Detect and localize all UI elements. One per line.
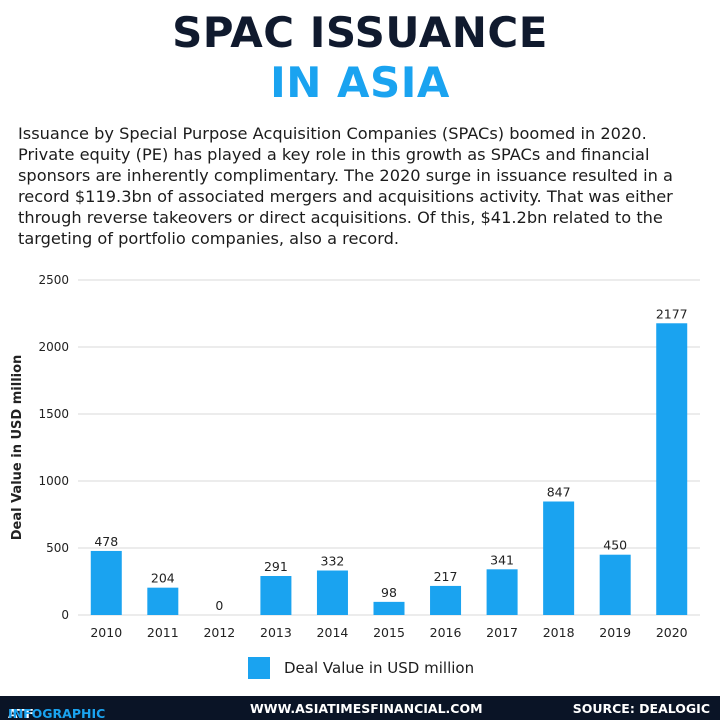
data-label: 98 xyxy=(381,585,397,600)
bar xyxy=(90,550,122,615)
bar xyxy=(599,554,631,615)
bar xyxy=(486,569,518,615)
bar xyxy=(373,601,405,615)
y-axis-title: Deal Value in USD million xyxy=(10,355,25,541)
x-tick-label: 2016 xyxy=(430,625,462,640)
data-label: 332 xyxy=(321,554,345,569)
bar xyxy=(543,501,575,615)
bar xyxy=(147,587,179,615)
footer-bar: ATF INFOGRAPHIC WWW.ASIATIMESFINANCIAL.C… xyxy=(0,696,720,721)
data-label: 341 xyxy=(490,552,514,567)
data-label: 204 xyxy=(151,571,175,586)
x-tick-label: 2015 xyxy=(373,625,405,640)
x-tick-label: 2011 xyxy=(147,625,179,640)
y-tick-label: 1500 xyxy=(38,407,69,421)
footer-brand-atf: ATF xyxy=(8,706,34,721)
legend-swatch xyxy=(248,657,270,679)
footer-brand-infographic: INFOGRAPHIC xyxy=(8,706,106,721)
data-label: 0 xyxy=(215,598,223,613)
x-tick-label: 2014 xyxy=(317,625,349,640)
data-label: 450 xyxy=(603,538,627,553)
x-tick-label: 2020 xyxy=(656,625,688,640)
x-tick-label: 2017 xyxy=(486,625,518,640)
y-tick-label: 0 xyxy=(61,608,69,622)
data-label: 291 xyxy=(264,559,288,574)
y-tick-label: 2500 xyxy=(38,273,69,287)
bar xyxy=(656,323,688,615)
y-tick-label: 1000 xyxy=(38,474,69,488)
bar xyxy=(430,585,462,615)
chart-legend: Deal Value in USD million xyxy=(248,656,474,680)
intro-paragraph: Issuance by Special Purpose Acquisition … xyxy=(18,124,673,248)
y-tick-label: 500 xyxy=(46,541,69,555)
title-line-2: IN ASIA xyxy=(270,58,450,107)
x-tick-label: 2013 xyxy=(260,625,292,640)
x-tick-label: 2012 xyxy=(203,625,235,640)
data-label: 847 xyxy=(547,485,571,500)
footer-website: WWW.ASIATIMESFINANCIAL.COM xyxy=(250,701,483,716)
x-tick-label: 2010 xyxy=(90,625,122,640)
bar xyxy=(316,570,348,615)
title-line-1: SPAC ISSUANCE xyxy=(172,8,548,57)
data-label: 217 xyxy=(434,569,458,584)
footer-source: SOURCE: DEALOGIC xyxy=(572,701,710,716)
y-tick-label: 2000 xyxy=(38,340,69,354)
bar xyxy=(260,576,292,615)
legend-label: Deal Value in USD million xyxy=(284,659,475,677)
data-label: 478 xyxy=(94,534,118,549)
data-label: 2177 xyxy=(656,306,688,321)
x-tick-label: 2018 xyxy=(543,625,575,640)
bar-chart: 0 500 1000 1500 2000 2500 Deal Value in USD mi… xyxy=(10,273,700,640)
x-tick-label: 2019 xyxy=(599,625,631,640)
